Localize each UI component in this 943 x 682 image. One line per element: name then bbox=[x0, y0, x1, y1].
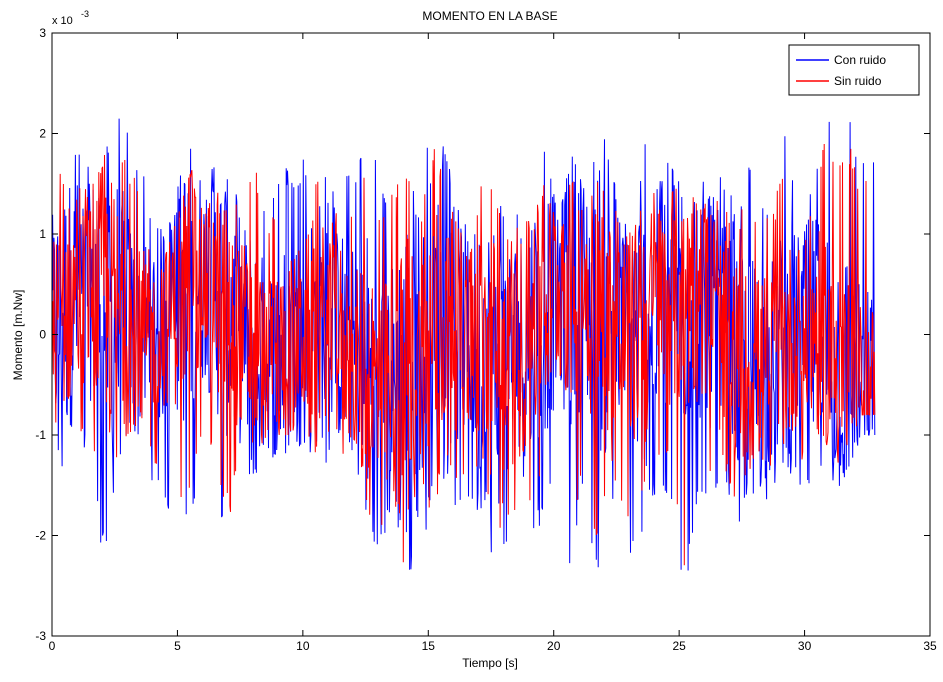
y-exponent-power: -3 bbox=[81, 9, 89, 19]
y-tick-label: -1 bbox=[35, 428, 46, 442]
y-axis-label: Momento [m.Nw] bbox=[11, 290, 25, 381]
y-tick-label: -2 bbox=[35, 529, 46, 543]
series-line-sin-ruido bbox=[51, 143, 876, 566]
chart-title: MOMENTO EN LA BASE bbox=[422, 9, 557, 23]
x-tick-label: 20 bbox=[547, 639, 561, 653]
legend: Con ruido Sin ruido bbox=[788, 44, 920, 96]
x-axis: 0 5 10 15 20 25 30 35 bbox=[49, 33, 937, 653]
legend-label-con-ruido: Con ruido bbox=[834, 53, 886, 67]
y-tick-label: 0 bbox=[39, 328, 46, 342]
x-axis-label: Tiempo [s] bbox=[462, 656, 518, 670]
x-tick-label: 0 bbox=[49, 639, 56, 653]
plot-lines bbox=[51, 118, 876, 571]
y-tick-label: -3 bbox=[35, 629, 46, 643]
x-tick-label: 15 bbox=[422, 639, 436, 653]
y-tick-label: 1 bbox=[39, 227, 46, 241]
x-tick-label: 10 bbox=[296, 639, 310, 653]
legend-box bbox=[788, 44, 920, 96]
x-tick-label: 25 bbox=[672, 639, 686, 653]
y-tick-label: 2 bbox=[39, 127, 46, 141]
y-tick-label: 3 bbox=[39, 26, 46, 40]
x-tick-label: 5 bbox=[174, 639, 181, 653]
y-exponent-base: x 10 bbox=[52, 15, 73, 27]
legend-label-sin-ruido: Sin ruido bbox=[834, 74, 882, 88]
y-axis: -3 -2 -1 0 1 2 3 bbox=[35, 26, 930, 643]
x-tick-label: 35 bbox=[923, 639, 937, 653]
x-tick-label: 30 bbox=[798, 639, 812, 653]
